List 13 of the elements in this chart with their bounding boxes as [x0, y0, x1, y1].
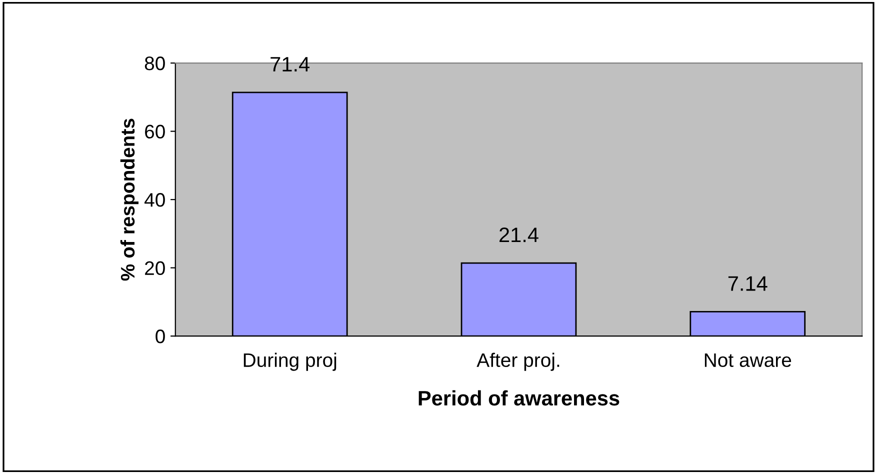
data-label: 21.4 [500, 227, 538, 242]
y-tick-label: 0 [156, 330, 165, 344]
y-tick-label: 20 [145, 261, 165, 276]
data-label: 7.14 [728, 276, 768, 291]
y-tick-label: 80 [144, 56, 165, 70]
x-tick-label: After proj. [476, 352, 560, 371]
y-tick-label: 40 [144, 193, 165, 207]
y-axis-title: % of respondents [120, 118, 138, 281]
x-tick-label: During proj [244, 352, 336, 371]
y-tick-label: 60 [145, 124, 165, 139]
x-tick-label: Not aware [704, 353, 792, 368]
x-axis-title: Period of awareness [418, 390, 620, 406]
data-label: 71.4 [270, 57, 310, 72]
